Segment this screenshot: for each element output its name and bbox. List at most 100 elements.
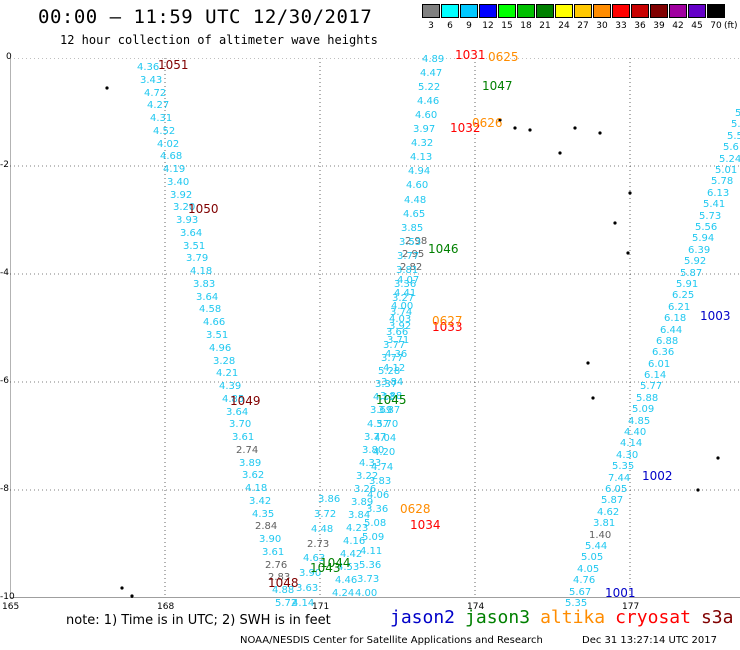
swh-value: 4.65	[403, 209, 426, 220]
swh-value: 4.13	[410, 152, 433, 163]
swh-value: 4.53	[337, 562, 360, 573]
swh-value: 4.31	[150, 113, 173, 124]
swh-value: 4.39	[219, 381, 242, 392]
swh-value: 3.77	[397, 251, 420, 262]
legend-label: 42	[672, 21, 684, 31]
swh-value: 4.74	[371, 462, 394, 473]
swh-value: 4.12	[383, 363, 406, 374]
swh-value: 2.82	[400, 262, 423, 273]
pass-id-label: 1031	[455, 48, 486, 62]
pass-id-label: 1043	[310, 561, 341, 575]
swh-value: 2.98	[405, 236, 428, 247]
swh-value: 4.11	[360, 546, 383, 557]
swh-value: 3.84	[348, 510, 371, 521]
swh-value: 5.05	[581, 552, 604, 563]
swh-value: 3.74	[390, 307, 413, 318]
swh-value: 3.81	[593, 518, 616, 529]
swh-value: 3.62	[242, 470, 265, 481]
generated-timestamp: Dec 31 13:27:14 UTC 2017	[582, 635, 717, 646]
island-dot	[558, 151, 562, 155]
pass-id-label: 0628	[400, 502, 431, 516]
legend-swatch	[441, 4, 459, 18]
swh-value: 4.46	[335, 575, 358, 586]
map-subtitle: 12 hour collection of altimeter wave hei…	[60, 33, 378, 47]
swh-value: 4.06	[367, 490, 390, 501]
swh-value: 4.00	[391, 301, 414, 312]
swh-value: 4.88	[272, 585, 295, 596]
legend-swatch	[669, 4, 687, 18]
island-dot	[628, 191, 632, 195]
island-dot	[130, 594, 134, 598]
swh-value: 3.26	[354, 484, 377, 495]
swh-value: 2.76	[265, 560, 288, 571]
swh-value: 4.05	[577, 564, 600, 575]
swh-value: 2.95	[402, 249, 425, 260]
swh-value: 5.8	[731, 119, 740, 130]
swh-value: 4.03	[389, 314, 412, 325]
pass-id-label: 0626	[472, 116, 503, 130]
legend-label: 18	[520, 21, 532, 31]
legend-swatch	[612, 4, 630, 18]
island-dot	[696, 488, 700, 492]
swh-value: 5.77	[640, 381, 663, 392]
swh-value: 5.61	[723, 142, 740, 153]
swh-value: 3.51	[183, 241, 206, 252]
swh-value: 4.16	[343, 536, 366, 547]
pass-id-label: 1048	[268, 576, 299, 590]
legend-unit: (ft)	[724, 21, 738, 31]
island-dot	[586, 361, 590, 365]
legend-swatch	[593, 4, 611, 18]
swh-value: 3.36	[394, 279, 417, 290]
legend-label: 12	[482, 21, 494, 31]
swh-value: 4.33	[359, 458, 382, 469]
swh-value: 5.01	[715, 165, 738, 176]
satellite-name: jason2	[390, 607, 456, 628]
credit-line: NOAA/NESDIS Center for Satellite Applica…	[240, 635, 543, 646]
swh-value: 4.52	[153, 126, 176, 137]
swh-value: 5.92	[684, 256, 707, 267]
pass-id-label: 1047	[482, 79, 513, 93]
swh-value: 3.72	[314, 509, 337, 520]
map-grid	[10, 58, 740, 598]
x-tick-label: 177	[622, 602, 640, 612]
swh-value: 3.77	[381, 353, 404, 364]
x-tick-label: 174	[467, 602, 485, 612]
legend-label: 3	[428, 21, 434, 31]
swh-value: 6.25	[672, 290, 695, 301]
swh-value: 3.43	[140, 75, 163, 86]
swh-value: 3.73	[357, 574, 380, 585]
legend-swatch	[460, 4, 478, 18]
pass-id-label: 0627	[432, 314, 463, 328]
swh-value: 6.05	[605, 484, 628, 495]
swh-value: 5.72	[275, 598, 298, 609]
x-tick-label: 165	[2, 602, 20, 612]
swh-value: 4.85	[222, 394, 245, 405]
swh-value: 3.28	[213, 356, 236, 367]
swh-value: 4.48	[404, 195, 427, 206]
island-dot	[120, 586, 124, 590]
swh-value: 3.27	[392, 293, 415, 304]
island-dot	[626, 251, 630, 255]
swh-value: 3.85	[401, 223, 424, 234]
swh-value: 4.57	[367, 419, 390, 430]
swh-value: 3.51	[206, 330, 229, 341]
legend-label: 30	[596, 21, 608, 31]
satellite-name: s3a	[700, 607, 734, 628]
swh-value: 3.64	[226, 407, 249, 418]
satellite-name: altika	[540, 607, 606, 628]
swh-value: 3.80	[362, 445, 385, 456]
swh-value: 5.56	[695, 222, 718, 233]
swh-value: 2.84	[255, 521, 278, 532]
swh-value: 4.04	[374, 433, 397, 444]
swh-value: 3.92	[389, 321, 412, 332]
footer-note: note: 1) Time is in UTC; 2) SWH is in fe…	[66, 613, 331, 628]
swh-value: 4.24	[332, 588, 355, 599]
pass-id-label: 1001	[605, 586, 636, 600]
swh-value: 3.93	[176, 215, 199, 226]
swh-value: 3.22	[356, 471, 379, 482]
pass-id-label: 1045	[376, 393, 407, 407]
island-dot	[498, 118, 502, 122]
legend-label: 21	[539, 21, 551, 31]
swh-value: 4.21	[216, 368, 239, 379]
swh-value: 4.94	[408, 166, 431, 177]
